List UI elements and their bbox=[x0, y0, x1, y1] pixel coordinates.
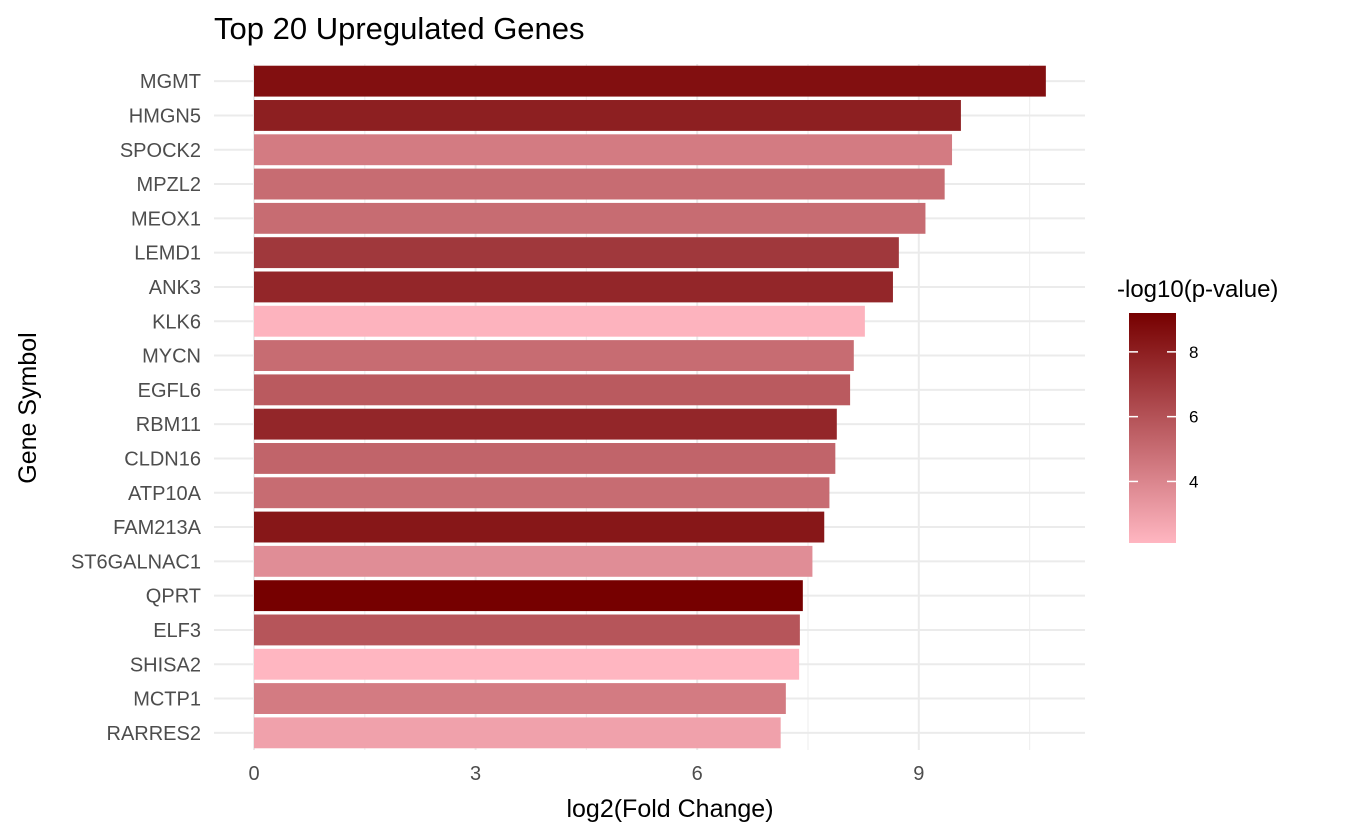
legend: -log10(p-value) 4 6 8 bbox=[1117, 276, 1278, 543]
y-tick-label: SHISA2 bbox=[130, 654, 201, 676]
bar-mpzl2 bbox=[254, 168, 945, 200]
bar-qprt bbox=[254, 580, 803, 612]
legend-ticks: 4 6 8 bbox=[1129, 343, 1198, 491]
x-tick-label: 9 bbox=[913, 763, 924, 785]
y-tick-label: SPOCK2 bbox=[120, 140, 201, 162]
chart-title: Top 20 Upregulated Genes bbox=[214, 11, 585, 46]
y-tick-label: ATP10A bbox=[128, 483, 202, 505]
plot-panel bbox=[214, 64, 1085, 750]
y-axis-title: Gene Symbol bbox=[14, 332, 42, 483]
bar-fam213a bbox=[254, 511, 825, 543]
y-tick-label: EGFL6 bbox=[138, 380, 201, 402]
bar-klk6 bbox=[254, 305, 865, 337]
x-tick-label: 0 bbox=[248, 763, 259, 785]
y-tick-label: LEMD1 bbox=[134, 243, 201, 265]
bar-layer bbox=[254, 65, 1046, 749]
x-tick-label: 3 bbox=[470, 763, 481, 785]
legend-tick-label: 6 bbox=[1189, 408, 1198, 427]
y-tick-label: RARRES2 bbox=[107, 723, 201, 745]
y-tick-label: CLDN16 bbox=[124, 448, 201, 470]
y-tick-label: ST6GALNAC1 bbox=[71, 551, 201, 573]
bar-mycn bbox=[254, 340, 854, 371]
y-tick-label: ELF3 bbox=[153, 620, 201, 642]
y-tick-label: RBM11 bbox=[136, 414, 201, 436]
legend-title: -log10(p-value) bbox=[1117, 276, 1278, 303]
bar-mctp1 bbox=[254, 683, 786, 714]
x-axis-title: log2(Fold Change) bbox=[566, 795, 773, 823]
bar-rarres2 bbox=[254, 717, 781, 749]
y-tick-label: HMGN5 bbox=[129, 105, 201, 127]
bar-ank3 bbox=[254, 271, 893, 303]
y-tick-label: ANK3 bbox=[149, 277, 201, 299]
y-tick-label: FAM213A bbox=[113, 517, 201, 539]
y-tick-label: MCTP1 bbox=[133, 689, 201, 711]
y-tick-label: MYCN bbox=[142, 346, 201, 368]
bar-shisa2 bbox=[254, 648, 800, 680]
bar-elf3 bbox=[254, 614, 800, 646]
y-tick-label: QPRT bbox=[146, 586, 201, 608]
y-tick-label: KLK6 bbox=[152, 311, 201, 333]
y-tick-labels: MGMT HMGN5 SPOCK2 MPZL2 MEOX1 LEMD1 ANK3 KLK6 MY… bbox=[71, 71, 202, 745]
bar-hmgn5 bbox=[254, 100, 961, 131]
bar-egfl6 bbox=[254, 374, 851, 406]
bar-spock2 bbox=[254, 134, 953, 166]
legend-tick-label: 4 bbox=[1189, 472, 1198, 491]
grid-layer bbox=[214, 64, 1085, 750]
x-tick-label: 6 bbox=[692, 763, 703, 785]
legend-tick-label: 8 bbox=[1189, 343, 1198, 362]
bar-mgmt bbox=[254, 65, 1046, 97]
bar-cldn16 bbox=[254, 443, 836, 474]
legend-colorbar bbox=[1129, 313, 1176, 543]
x-tick-labels: 0 3 6 9 bbox=[248, 763, 924, 785]
y-tick-label: MGMT bbox=[140, 71, 201, 93]
bar-rbm11 bbox=[254, 408, 837, 440]
bar-lemd1 bbox=[254, 237, 899, 269]
y-tick-label: MEOX1 bbox=[131, 208, 201, 230]
bar-meox1 bbox=[254, 202, 926, 234]
bar-st6galnac1 bbox=[254, 545, 813, 577]
bar-atp10a bbox=[254, 477, 830, 509]
y-tick-label: MPZL2 bbox=[137, 174, 201, 196]
